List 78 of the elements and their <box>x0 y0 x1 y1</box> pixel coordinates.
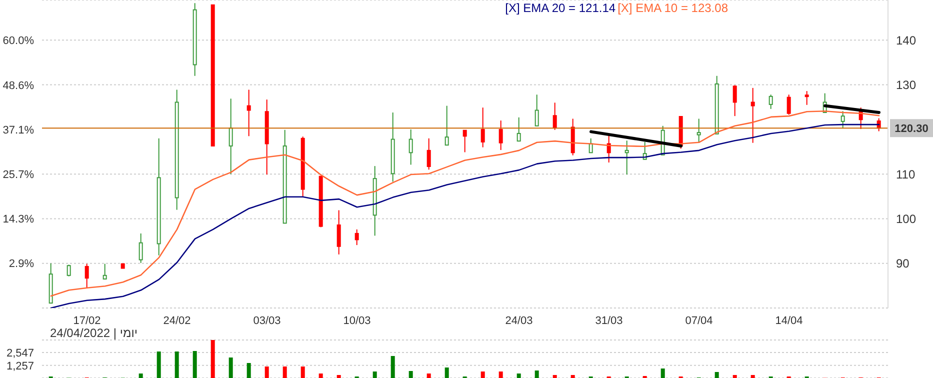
x-tick-label: 14/04 <box>775 314 803 327</box>
candlestick <box>444 105 449 146</box>
bar <box>336 375 341 378</box>
candlestick <box>498 120 503 150</box>
y2-tick-label: 48.6% <box>2 80 34 92</box>
candlestick <box>534 94 539 126</box>
candlestick <box>336 210 341 255</box>
candlestick <box>786 94 791 116</box>
candlestick <box>426 138 431 170</box>
candlestick <box>624 140 629 176</box>
y-tick-label: 90 <box>896 256 910 271</box>
bar <box>480 372 485 378</box>
x-tick-label: 31/03 <box>595 314 623 327</box>
bar <box>318 374 323 378</box>
candlestick <box>768 94 773 110</box>
candlestick <box>66 264 71 277</box>
bar <box>372 372 377 378</box>
y-tick-label: 140 <box>896 33 916 48</box>
candlestick <box>354 228 359 246</box>
bar <box>174 352 179 378</box>
bar <box>390 356 395 378</box>
x-tick-label: 10/03 <box>343 314 371 327</box>
candlestick <box>480 107 485 148</box>
x-tick-label: 17/02 <box>73 314 101 327</box>
candlestick <box>246 89 251 137</box>
text: [X] EMA 20 = 121.14 <box>505 1 616 15</box>
bar <box>516 374 521 378</box>
bar <box>714 372 719 378</box>
ref-line-label: 120.30 <box>894 123 928 136</box>
text: [X] EMA 10 = 123.08 <box>618 1 728 15</box>
y-tick-label: 100 <box>896 212 916 226</box>
bar <box>660 368 665 378</box>
candlestick <box>408 128 413 166</box>
y-tick-label: 2,547 <box>6 347 34 360</box>
candlestick <box>552 102 557 130</box>
y2-tick-label: 60.0% <box>2 35 34 48</box>
y-tick-label: 1,257 <box>6 360 34 372</box>
candlestick <box>696 118 701 143</box>
candlestick <box>732 84 737 117</box>
bar <box>570 375 575 378</box>
y-tick-label: 130 <box>896 78 916 92</box>
candlestick <box>228 98 233 175</box>
bar <box>444 368 449 378</box>
candlestick <box>138 232 143 264</box>
bar <box>750 375 755 378</box>
bar <box>426 374 431 378</box>
bar <box>408 371 413 378</box>
bar <box>138 374 143 378</box>
y2-tick-label: 2.9% <box>8 258 34 270</box>
x-tick-label: 03/03 <box>253 314 281 327</box>
annotation: יומי | 24/04/2022 <box>50 326 138 340</box>
candlestick <box>606 135 611 163</box>
bar <box>210 340 215 378</box>
candlestick <box>804 90 809 106</box>
candlestick <box>750 87 755 144</box>
candlestick <box>516 116 521 142</box>
x-tick-label: 24/03 <box>505 314 533 327</box>
bar <box>732 375 737 378</box>
bar <box>300 366 305 378</box>
y2-tick-label: 37.1% <box>2 124 34 137</box>
bar <box>552 375 557 378</box>
y2-tick-label: 14.3% <box>2 214 34 226</box>
y-tick-label: 110 <box>896 167 916 182</box>
x-tick-label: 07/04 <box>685 314 713 327</box>
bar <box>534 370 539 378</box>
candlestick <box>102 263 107 280</box>
y2-tick-label: 25.7% <box>2 169 34 182</box>
bar <box>156 352 161 378</box>
candlestick <box>840 110 845 130</box>
bar <box>498 372 503 378</box>
bar <box>228 358 233 378</box>
x-tick-label: 24/02 <box>163 314 191 327</box>
bar <box>192 351 197 378</box>
bar <box>282 366 287 378</box>
candlestick <box>462 130 467 153</box>
bar <box>246 363 251 378</box>
candlestick <box>84 263 89 288</box>
bar <box>264 366 269 378</box>
